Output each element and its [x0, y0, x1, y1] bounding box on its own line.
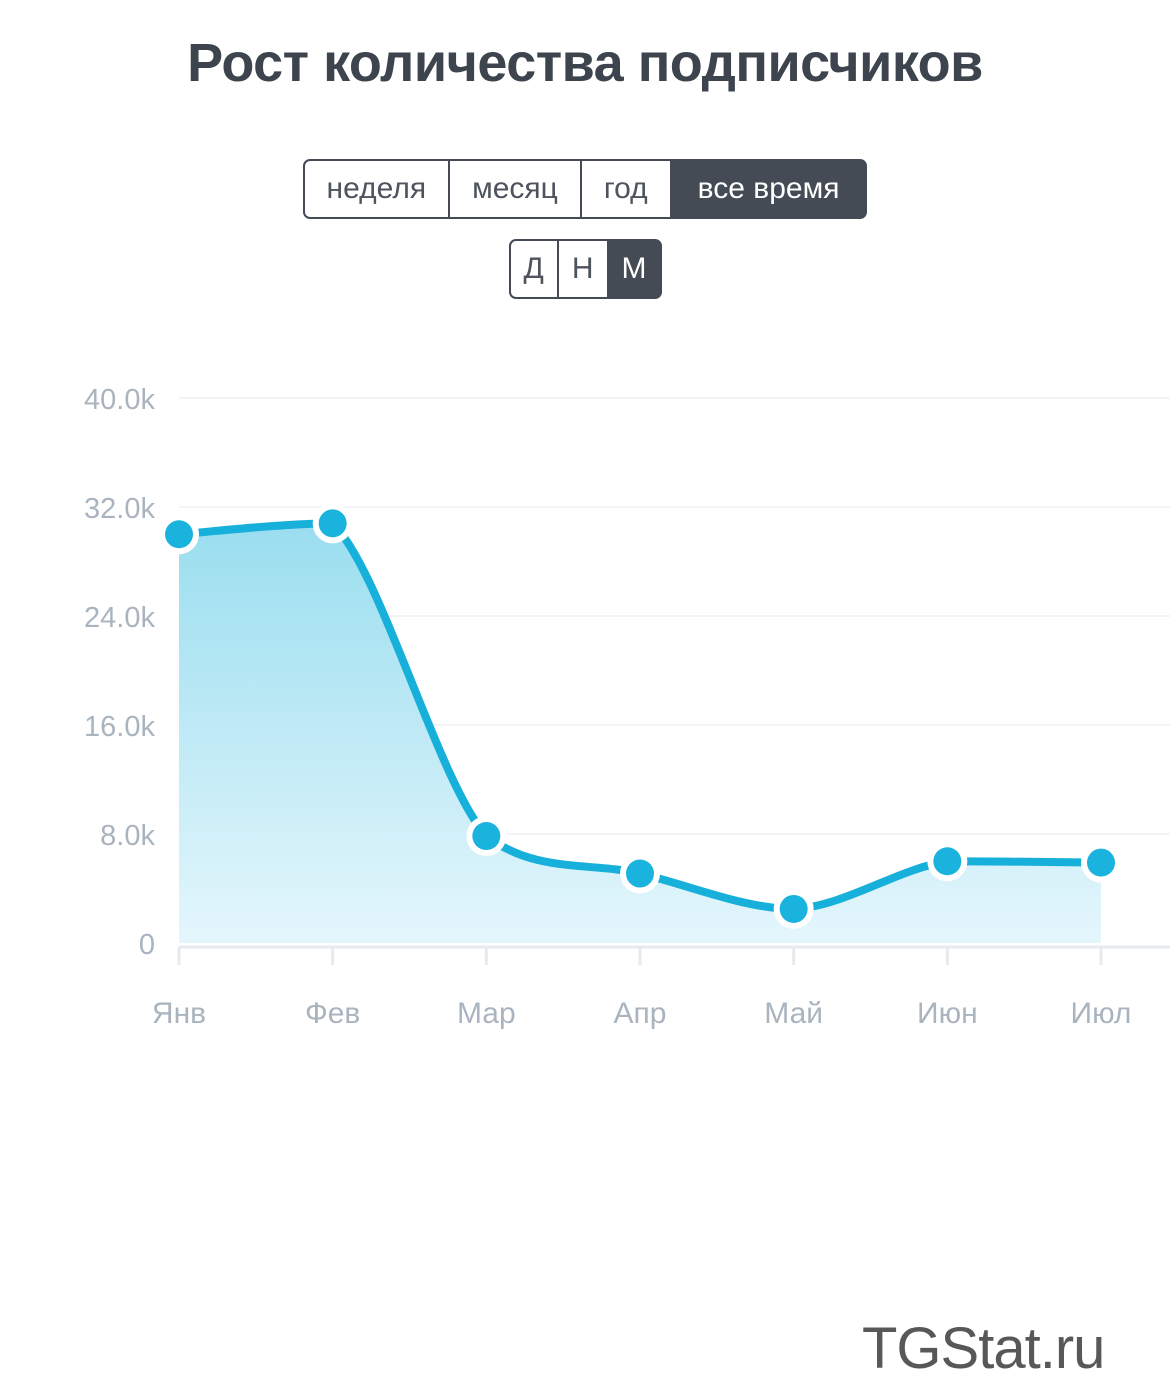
y-tick-label: 16.0k	[84, 711, 155, 743]
granularity-option-2[interactable]: Н	[558, 241, 609, 298]
x-tick-label-Июн: Июн	[917, 997, 978, 1030]
granularity-option-1[interactable]: Д	[510, 241, 559, 298]
data-point-Июл[interactable]	[1087, 849, 1115, 878]
data-point-Фев[interactable]	[318, 509, 347, 538]
chart-canvas: 0 8.0k 16.0k 24.0k 32.0k 40.0k Янв Фев Мар Апр Май…	[84, 384, 1170, 1030]
time-range-selector-wrap: неделя месяц год все время	[0, 159, 1170, 220]
x-axis-labels: Янв Фев Мар Апр Май Июн Июл	[152, 997, 1132, 1030]
time-range-option-3[interactable]: год	[581, 161, 672, 218]
x-tick-label-Мар: Мар	[457, 997, 516, 1030]
y-tick-label: 40.0k	[84, 384, 155, 416]
x-tick-label-Июл: Июл	[1071, 997, 1132, 1030]
y-tick-label: 8.0k	[100, 820, 155, 852]
x-axis-ticks	[177, 947, 1103, 966]
x-tick-label-Янв: Янв	[152, 997, 206, 1030]
data-point-Апр[interactable]	[626, 859, 654, 888]
subscriber-growth-chart: 0 8.0k 16.0k 24.0k 32.0k 40.0k Янв Фев Мар Апр Май…	[0, 371, 1170, 1381]
x-tick-label-Апр: Апр	[614, 997, 667, 1030]
y-tick-label: 32.0k	[84, 493, 155, 525]
data-point-Май[interactable]	[779, 895, 808, 924]
y-tick-label: 0	[139, 929, 155, 961]
data-point-Мар[interactable]	[472, 822, 501, 851]
y-tick-label: 24.0k	[84, 602, 155, 634]
tgstat-watermark: TGStat.ru	[862, 1316, 1105, 1382]
y-axis-labels: 0 8.0k 16.0k 24.0k 32.0k 40.0k	[84, 384, 155, 961]
time-range-option-4[interactable]: все время	[671, 161, 866, 218]
x-tick-label-Фев: Фев	[305, 997, 360, 1030]
time-range-option-1[interactable]: неделя	[304, 161, 451, 218]
granularity-option-3[interactable]: М	[608, 241, 660, 298]
data-points	[159, 503, 1121, 930]
page-title: Рост количества подписчиков	[187, 33, 983, 93]
data-point-Июн[interactable]	[933, 847, 962, 876]
time-range-selector[interactable]: неделя месяц год все время	[302, 159, 868, 220]
chart-area-fill	[179, 523, 1101, 944]
time-range-option-2[interactable]: месяц	[450, 161, 582, 218]
x-tick-label-Май: Май	[764, 997, 823, 1030]
data-point-Янв[interactable]	[165, 520, 193, 549]
